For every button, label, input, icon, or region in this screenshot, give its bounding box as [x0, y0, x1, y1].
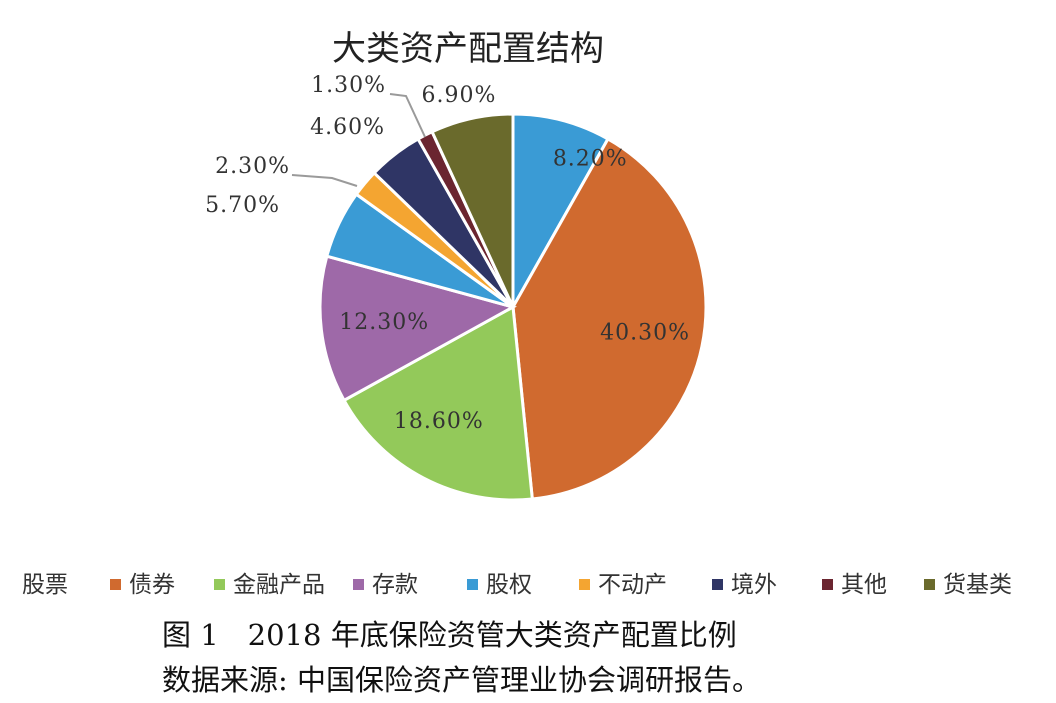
slice-labels: 8.20% 40.30% 18.60% 12.30% 5.70% 2.30% 4.60% 1.… [205, 73, 690, 434]
pie-slices [318, 112, 708, 502]
legend-swatch [712, 579, 723, 590]
legend-swatch [110, 579, 121, 590]
leader-line [291, 174, 358, 187]
legend-label: 货基类 [943, 572, 1012, 598]
legend-swatch [214, 579, 225, 590]
pie-slice-9 [430, 112, 515, 308]
slice-value-label: 4.60% [310, 115, 385, 140]
slice-value-label: 1.30% [311, 73, 386, 98]
pie-slice-3 [342, 304, 534, 502]
legend-label: 其他 [841, 572, 887, 598]
figure-caption: 图 1 2018 年底保险资管大类资产配置比例 [162, 618, 737, 652]
pie-slice-2 [511, 136, 708, 501]
slice-value-label: 18.60% [394, 409, 484, 434]
legend-swatch [353, 579, 364, 590]
slice-value-label: 12.30% [339, 310, 429, 335]
legend-label: 境外 [731, 572, 777, 598]
legend-label: 存款 [372, 572, 418, 598]
legend-swatch [467, 579, 478, 590]
leader-line [389, 93, 426, 138]
legend-swatch [822, 579, 833, 590]
chart-title: 大类资产配置结构 [332, 29, 604, 69]
source-caption: 数据来源: 中国保险资产管理业协会调研报告。 [162, 663, 761, 697]
slice-value-label: 6.90% [422, 83, 497, 108]
slice-value-label: 5.70% [205, 193, 280, 218]
legend: 股票 债券 金融产品 存款 股权 不动产 境外 其他 货基类 [22, 572, 1012, 598]
legend-label: 股权 [486, 572, 532, 598]
pie-slice-1 [511, 112, 610, 313]
legend-label: 不动产 [598, 572, 667, 598]
legend-label: 债券 [129, 572, 175, 598]
legend-label: 股票 [22, 572, 68, 598]
pie-slice-4 [318, 254, 517, 403]
slice-value-label: 2.30% [215, 154, 290, 179]
legend-label: 金融产品 [233, 572, 325, 598]
legend-swatch [924, 579, 935, 590]
slice-value-label: 40.30% [600, 321, 690, 346]
slice-value-label: 8.20% [553, 147, 628, 172]
leader-lines [291, 93, 426, 187]
legend-swatch [579, 579, 590, 590]
